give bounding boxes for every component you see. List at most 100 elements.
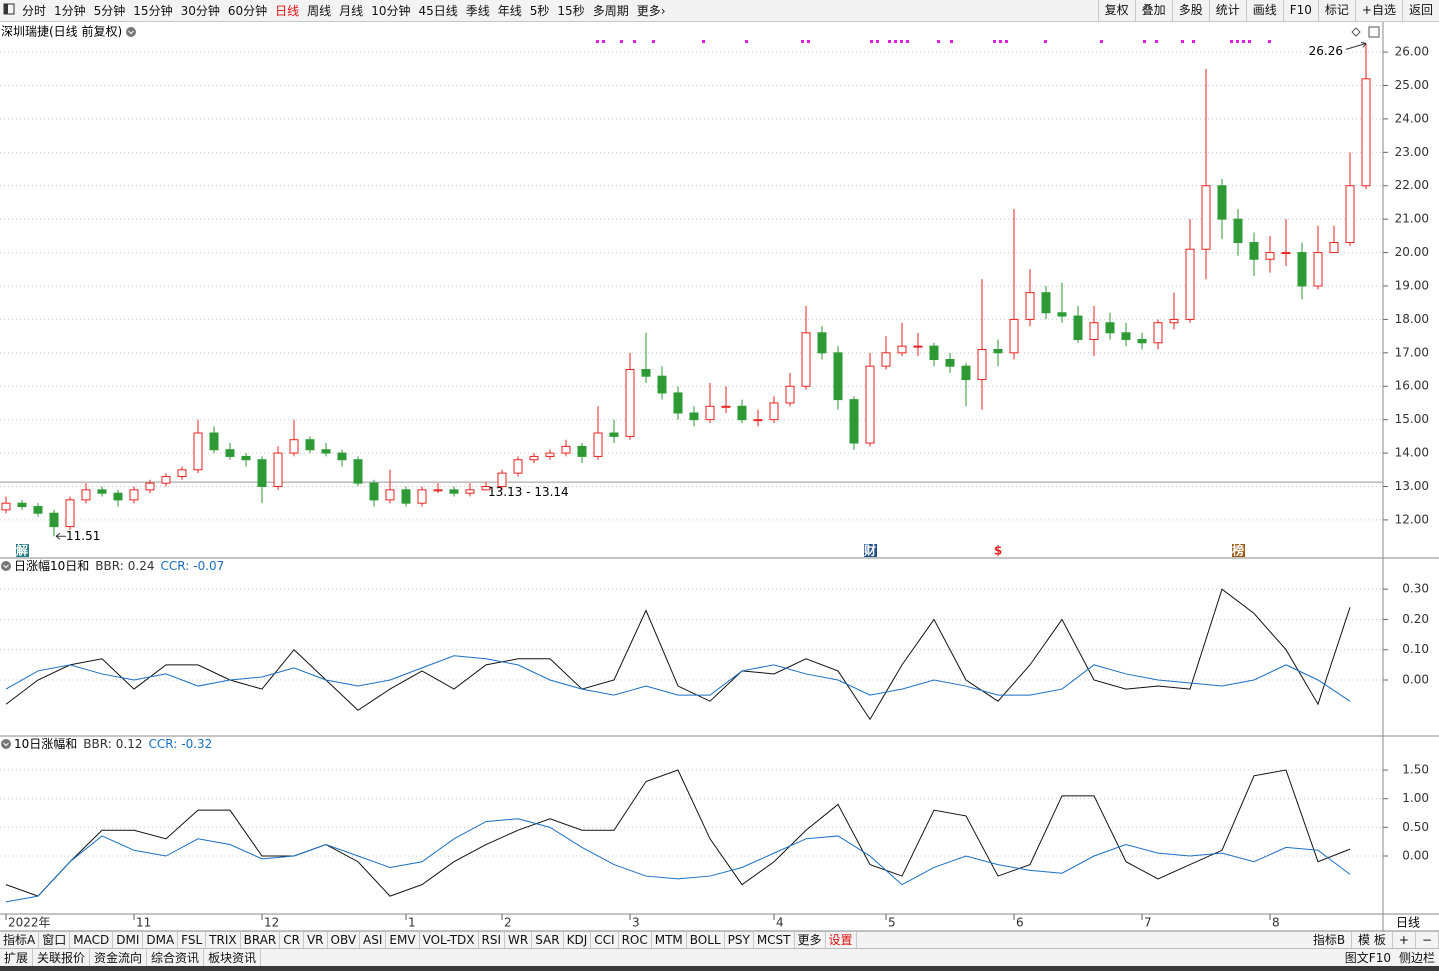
period-tab[interactable]: 30分钟 [180, 4, 220, 18]
toolbar-button[interactable]: 画线 [1245, 0, 1283, 21]
candle-body [1073, 315, 1083, 340]
period-tab[interactable]: 15分钟 [133, 4, 173, 18]
toolbar-button[interactable]: 复权 [1097, 0, 1135, 21]
signal-dot [876, 40, 879, 43]
indicator-tab[interactable]: KDJ [564, 932, 592, 948]
status-tab[interactable]: 板块资讯 [204, 949, 262, 966]
period-tab[interactable]: 更多› [636, 4, 666, 18]
candle-body [1329, 242, 1339, 254]
indicator-tab[interactable]: RSI [479, 932, 506, 948]
candle-body [273, 452, 283, 487]
y-tick-label: 17.00 [1395, 345, 1429, 359]
indicator-tab[interactable]: 设置 [826, 932, 857, 948]
layout-icon[interactable] [0, 3, 18, 18]
toolbar-button[interactable]: 统计 [1208, 0, 1246, 21]
signal-dot [999, 40, 1002, 43]
candle-body [705, 405, 715, 421]
period-tab[interactable]: 日线 [275, 4, 300, 18]
signal-dot [950, 40, 953, 43]
indicator-tab[interactable]: VR [304, 932, 328, 948]
period-tab[interactable]: 月线 [339, 4, 364, 18]
indicator-tab[interactable]: 更多 [795, 932, 826, 948]
period-tab[interactable]: 年线 [497, 4, 522, 18]
candle-body [225, 449, 235, 457]
indicator-tab[interactable]: CCI [591, 932, 619, 948]
status-tab[interactable]: 资金流向 [90, 949, 148, 966]
candle-body [33, 506, 43, 514]
candle-body [241, 455, 251, 461]
period-tab[interactable]: 10分钟 [371, 4, 411, 18]
indicator-right-button[interactable]: 模 板 [1352, 932, 1393, 948]
toolbar-button[interactable]: F10 [1282, 0, 1318, 21]
indicator-tab[interactable]: DMA [143, 932, 179, 948]
candle-body [785, 385, 795, 404]
period-tab[interactable]: 5分钟 [93, 4, 126, 18]
candle-body [433, 489, 443, 492]
period-tab[interactable]: 45日线 [418, 4, 458, 18]
period-tab[interactable]: 周线 [307, 4, 332, 18]
indicator-tabs: 指标A 窗口 MACD DMI DMA FSL TRIX BRAR CR VR OBV ASI EMV V… [0, 932, 857, 948]
status-tab[interactable]: 扩展 [0, 949, 34, 966]
toolbar-button[interactable]: +自选 [1354, 0, 1402, 21]
candle-body [529, 455, 539, 461]
low-arrow [55, 532, 66, 540]
panel-icon [1368, 26, 1380, 38]
indicator-tab[interactable]: MCST [754, 932, 795, 948]
indicator-tab[interactable]: PSY [725, 932, 754, 948]
indicator-tab[interactable]: BRAR [241, 932, 281, 948]
legend-value: -0.32 [181, 737, 212, 751]
status-right-button[interactable]: 侧边栏 [1398, 951, 1435, 965]
candle-body [577, 445, 587, 457]
period-tab[interactable]: 5秒 [529, 4, 550, 18]
period-tab[interactable]: 1分钟 [54, 4, 86, 18]
y-tick-label: 23.00 [1395, 145, 1429, 159]
high-arrow [1345, 41, 1367, 50]
indicator-tab[interactable]: ROC [619, 932, 652, 948]
chart-title: 深圳瑞捷(日线 前复权) [1, 24, 122, 39]
signal-dot [1242, 40, 1245, 43]
y-tick-label: 26.00 [1395, 45, 1429, 59]
indicator-tab[interactable]: FSL [178, 932, 207, 948]
indicator-right-button[interactable]: 指标B [1307, 932, 1353, 948]
toolbar-button[interactable]: 标记 [1317, 0, 1355, 21]
indicator-tab[interactable]: DMI [113, 932, 144, 948]
indicator-right-button[interactable]: + [1393, 932, 1416, 948]
indicator-tab[interactable]: MTM [652, 932, 687, 948]
axis-background [1383, 22, 1439, 931]
period-tab[interactable]: 分时 [22, 4, 47, 18]
toolbar-button[interactable]: 返回 [1401, 0, 1439, 21]
candle-body [993, 348, 1003, 354]
indicator-tab[interactable]: BOLL [687, 932, 725, 948]
period-tab[interactable]: 60分钟 [227, 4, 268, 18]
status-tab[interactable]: 综合资讯 [147, 949, 205, 966]
indicator-tab[interactable]: 窗口 [39, 932, 71, 948]
indicator-right-button[interactable]: − [1416, 932, 1439, 948]
indicator-tab[interactable]: CR [280, 932, 304, 948]
period-tab[interactable]: 季线 [465, 4, 490, 18]
candle-body [193, 432, 203, 471]
period-tab[interactable]: 多周期 [592, 4, 629, 18]
x-tick-label: 1 [408, 916, 416, 930]
indicator-tab[interactable]: TRIX [206, 932, 241, 948]
indicator-tab[interactable]: ASI [360, 932, 387, 948]
indicator-tab[interactable]: EMV [386, 932, 420, 948]
signal-dot [652, 40, 655, 43]
indicator-line [5, 769, 1351, 897]
indicator-tab[interactable]: 指标A [0, 932, 40, 948]
y-tick-label: 19.00 [1395, 278, 1429, 292]
indicator-tab[interactable]: OBV [328, 932, 361, 948]
period-tab[interactable]: 15秒 [557, 4, 585, 18]
signal-dot [1100, 40, 1103, 43]
toolbar-button[interactable]: 多股 [1171, 0, 1209, 21]
indicator-tab[interactable]: VOL-TDX [420, 932, 479, 948]
candle-body [625, 369, 635, 437]
candle-body [689, 412, 699, 421]
range-low: 13.13 [488, 485, 522, 499]
toolbar-button[interactable]: 叠加 [1134, 0, 1172, 21]
indicator-line [5, 818, 1351, 903]
status-tab[interactable]: 关联报价 [33, 949, 91, 966]
indicator-tab[interactable]: SAR [532, 932, 564, 948]
indicator-tab[interactable]: MACD [70, 932, 114, 948]
indicator-tab[interactable]: WR [505, 932, 533, 948]
status-right-button[interactable]: 图文F10 [1344, 951, 1391, 965]
